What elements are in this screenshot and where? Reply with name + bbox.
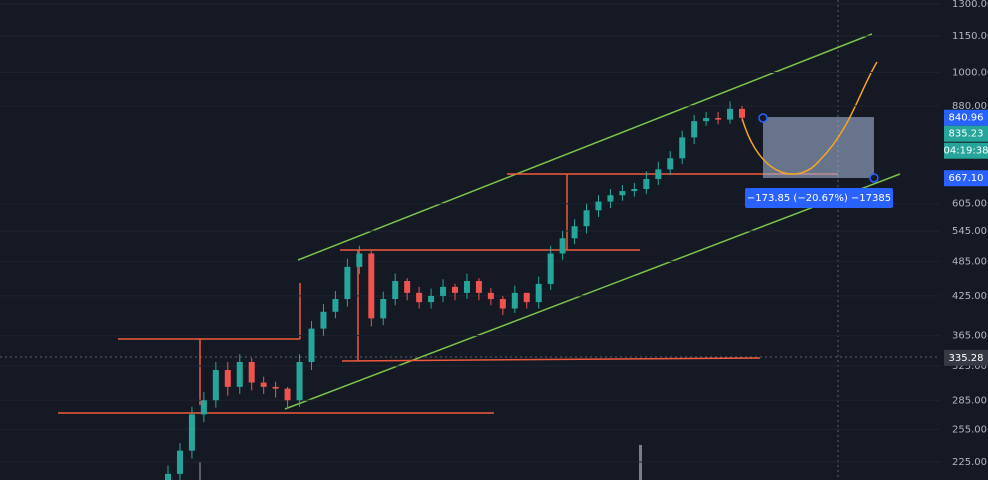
price-label: 835.23 <box>949 129 984 140</box>
candle-body <box>344 266 351 300</box>
candle-body <box>416 292 423 303</box>
y-tick-label: 365.00 <box>952 331 987 342</box>
candle-body <box>667 158 674 170</box>
candle-body <box>559 238 566 254</box>
price-label-box <box>944 125 988 142</box>
candle-body <box>487 292 494 300</box>
drawing-line <box>341 357 761 362</box>
candle-body <box>188 414 195 451</box>
candle-body <box>691 121 698 138</box>
y-tick-label: 425.00 <box>952 291 987 302</box>
price-label-box <box>944 170 988 187</box>
candle-body <box>165 473 171 480</box>
y-tick-label: 225.00 <box>952 457 987 468</box>
candle-body <box>655 169 662 180</box>
candle-body <box>368 253 375 319</box>
candle-body <box>535 283 542 303</box>
candle-body <box>499 299 506 309</box>
y-tick-label: 1000.00 <box>952 67 988 78</box>
candle-body <box>511 292 518 309</box>
y-tick-label: 545.00 <box>952 226 987 237</box>
candle-body <box>475 280 482 293</box>
candle-body <box>296 361 303 401</box>
volume-bar <box>639 445 642 480</box>
measure-box <box>763 117 874 178</box>
candle-body <box>404 280 411 293</box>
measure-label: −173.85 (−20.67%) −17385 <box>747 193 891 204</box>
price-label-box <box>944 109 988 126</box>
candle-body <box>571 226 578 239</box>
candle-body <box>607 195 614 202</box>
candle-body <box>547 253 554 284</box>
candle-body <box>631 189 638 192</box>
candle-body <box>679 137 686 159</box>
volume-bar <box>199 462 201 480</box>
candle-body <box>428 295 435 303</box>
y-tick-label: 285.00 <box>952 395 987 406</box>
candle-body <box>440 286 447 296</box>
countdown-box <box>944 142 988 159</box>
y-tick-label: 325.00 <box>952 361 987 372</box>
candle-body <box>356 253 363 267</box>
candle-body <box>523 292 530 303</box>
y-tick-label: 1300.00 <box>952 0 988 10</box>
candle-body <box>272 386 279 389</box>
y-tick-label: 880.00 <box>952 101 987 112</box>
candle-body <box>212 370 219 401</box>
candle-body <box>224 370 231 387</box>
y-tick-label: 1150.00 <box>952 31 988 42</box>
candle-body <box>643 179 650 190</box>
candle-body <box>727 108 734 120</box>
candle-body <box>703 118 710 122</box>
price-label: 335.28 <box>949 353 984 364</box>
drawing-line <box>284 173 901 410</box>
handle <box>869 173 879 183</box>
candle-body <box>236 361 243 387</box>
candle-body <box>200 400 207 415</box>
y-tick-label: 605.00 <box>952 199 987 210</box>
candle-body <box>332 299 339 312</box>
price-label: 667.10 <box>949 173 984 184</box>
candle-body <box>308 328 315 362</box>
countdown: 04:19:38 <box>944 146 988 157</box>
price-label-box <box>944 349 988 366</box>
price-label: 840.96 <box>949 113 984 124</box>
candle-body <box>380 299 387 319</box>
y-tick-label: 485.00 <box>952 256 987 267</box>
projection-curve <box>741 61 878 175</box>
handle <box>758 113 768 123</box>
y-tick-label: 255.00 <box>952 424 987 435</box>
candle-body <box>392 280 399 300</box>
drawing-line <box>297 33 873 261</box>
candle-body <box>739 108 745 118</box>
candle-body <box>176 450 183 474</box>
candle-body <box>320 311 327 329</box>
candle-body <box>595 201 602 211</box>
candle-body <box>452 286 458 293</box>
candle-body <box>583 210 590 227</box>
candle-body <box>248 361 255 383</box>
candle-body <box>463 280 470 293</box>
candle-body <box>715 118 722 120</box>
candle-body <box>284 388 291 401</box>
measure-label-box <box>745 188 893 208</box>
candle-body <box>260 382 267 387</box>
candle-body <box>619 191 626 196</box>
